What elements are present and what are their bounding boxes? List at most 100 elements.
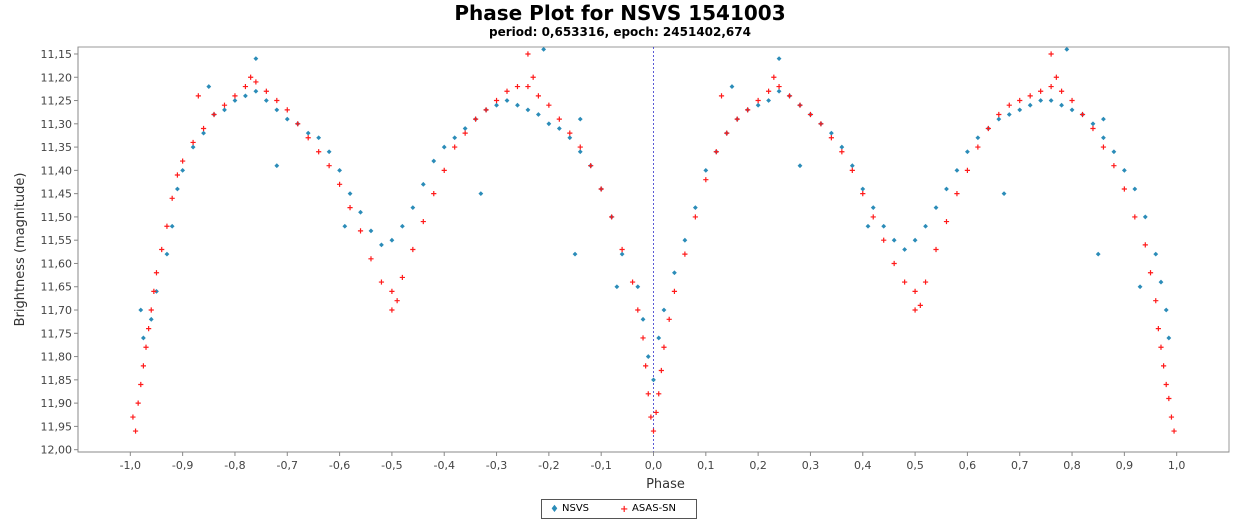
point-nsvs-27 [389, 237, 395, 243]
point-nsvs-13 [243, 93, 248, 99]
point-asassn-108 [1058, 88, 1065, 94]
point-nsvs-16 [274, 107, 280, 113]
point-asassn-115 [1132, 214, 1138, 220]
point-asassn-51 [556, 116, 562, 122]
point-asassn-75 [724, 130, 730, 136]
point-nsvs-119 [1001, 191, 1007, 197]
point-asassn-96 [933, 246, 939, 253]
y-tick-label-4: 11,35 [41, 141, 73, 154]
chart-subtitle: period: 0,653316, epoch: 2451402,674 [489, 25, 751, 39]
point-nsvs-105 [1166, 335, 1172, 341]
point-nsvs-21 [326, 149, 332, 155]
point-nsvs-4 [164, 251, 170, 257]
point-asassn-28 [326, 163, 332, 169]
point-asassn-130 [525, 51, 531, 57]
point-nsvs-90 [1027, 102, 1033, 108]
point-asassn-133 [912, 307, 918, 313]
point-nsvs-15 [263, 98, 269, 103]
point-asassn-49 [535, 93, 541, 99]
point-nsvs-75 [870, 205, 876, 211]
point-asassn-35 [394, 298, 400, 304]
point-asassn-29 [336, 181, 343, 187]
point-nsvs-34 [462, 126, 468, 131]
point-nsvs-97 [1101, 135, 1106, 141]
point-nsvs-103 [1158, 279, 1164, 285]
point-asassn-99 [964, 167, 971, 173]
point-asassn-134 [195, 93, 201, 99]
point-asassn-117 [1147, 270, 1154, 276]
point-asassn-131 [1048, 51, 1054, 57]
point-asassn-0 [130, 414, 136, 420]
point-nsvs-112 [577, 116, 583, 122]
x-tick-label-2: -0,8 [224, 459, 245, 472]
point-nsvs-26 [379, 242, 384, 248]
point-nsvs-33 [452, 135, 458, 141]
point-nsvs-117 [797, 163, 803, 169]
point-nsvs-14 [253, 88, 259, 94]
point-asassn-101 [985, 125, 991, 132]
point-asassn-60 [640, 335, 646, 341]
y-tick-label-13: 11,80 [41, 351, 73, 364]
point-nsvs-30 [420, 181, 426, 187]
point-nsvs-110 [478, 191, 484, 197]
point-asassn-18 [221, 102, 228, 108]
point-asassn-46 [504, 88, 510, 94]
point-asassn-34 [389, 288, 395, 294]
point-asassn-7 [148, 307, 154, 313]
point-asassn-9 [153, 270, 160, 276]
point-asassn-42 [462, 130, 468, 136]
point-asassn-83 [807, 111, 814, 118]
point-nsvs-25 [368, 228, 374, 234]
point-nsvs-94 [1069, 107, 1075, 113]
point-asassn-69 [666, 316, 672, 322]
point-asassn-59 [635, 307, 641, 313]
point-asassn-77 [745, 107, 751, 113]
point-nsvs-42 [546, 121, 552, 127]
point-asassn-93 [912, 288, 918, 294]
point-nsvs-116 [776, 56, 782, 62]
point-nsvs-73 [849, 163, 855, 169]
point-asassn-84 [818, 121, 824, 127]
point-asassn-64 [650, 428, 657, 434]
point-nsvs-113 [572, 251, 578, 257]
point-nsvs-5 [169, 223, 175, 229]
point-nsvs-82 [944, 186, 949, 192]
point-asassn-97 [943, 218, 950, 225]
point-nsvs-108 [274, 163, 280, 169]
point-asassn-68 [661, 344, 667, 350]
point-nsvs-29 [410, 205, 416, 211]
point-nsvs-109 [342, 223, 348, 229]
point-asassn-43 [473, 116, 479, 122]
point-nsvs-23 [347, 191, 353, 197]
x-tick-label-8: -0,2 [538, 459, 559, 472]
point-asassn-104 [1017, 97, 1023, 104]
point-asassn-54 [588, 163, 594, 169]
point-nsvs-57 [682, 237, 688, 243]
point-nsvs-2 [148, 316, 154, 322]
point-asassn-78 [755, 97, 761, 104]
x-axis-label: Phase [646, 477, 685, 492]
point-nsvs-106 [206, 84, 212, 89]
point-asassn-132 [389, 307, 395, 313]
point-nsvs-56 [672, 270, 677, 276]
point-nsvs-49 [619, 251, 625, 257]
point-asassn-53 [577, 144, 583, 150]
point-nsvs-59 [703, 167, 709, 173]
point-nsvs-28 [399, 223, 405, 229]
point-asassn-31 [357, 228, 364, 234]
y-tick-label-10: 11,65 [41, 281, 73, 294]
point-asassn-70 [671, 288, 678, 294]
point-nsvs-6 [175, 186, 180, 192]
point-nsvs-43 [556, 126, 562, 131]
point-asassn-38 [420, 218, 426, 225]
point-asassn-123 [1166, 395, 1172, 402]
point-asassn-110 [1079, 111, 1086, 118]
point-asassn-120 [1158, 344, 1164, 350]
x-tick-label-7: -0,3 [486, 459, 507, 472]
point-asassn-91 [891, 260, 897, 267]
point-asassn-36 [399, 274, 405, 281]
point-asassn-10 [159, 246, 165, 253]
point-asassn-48 [525, 83, 531, 90]
point-nsvs-87 [996, 116, 1002, 122]
